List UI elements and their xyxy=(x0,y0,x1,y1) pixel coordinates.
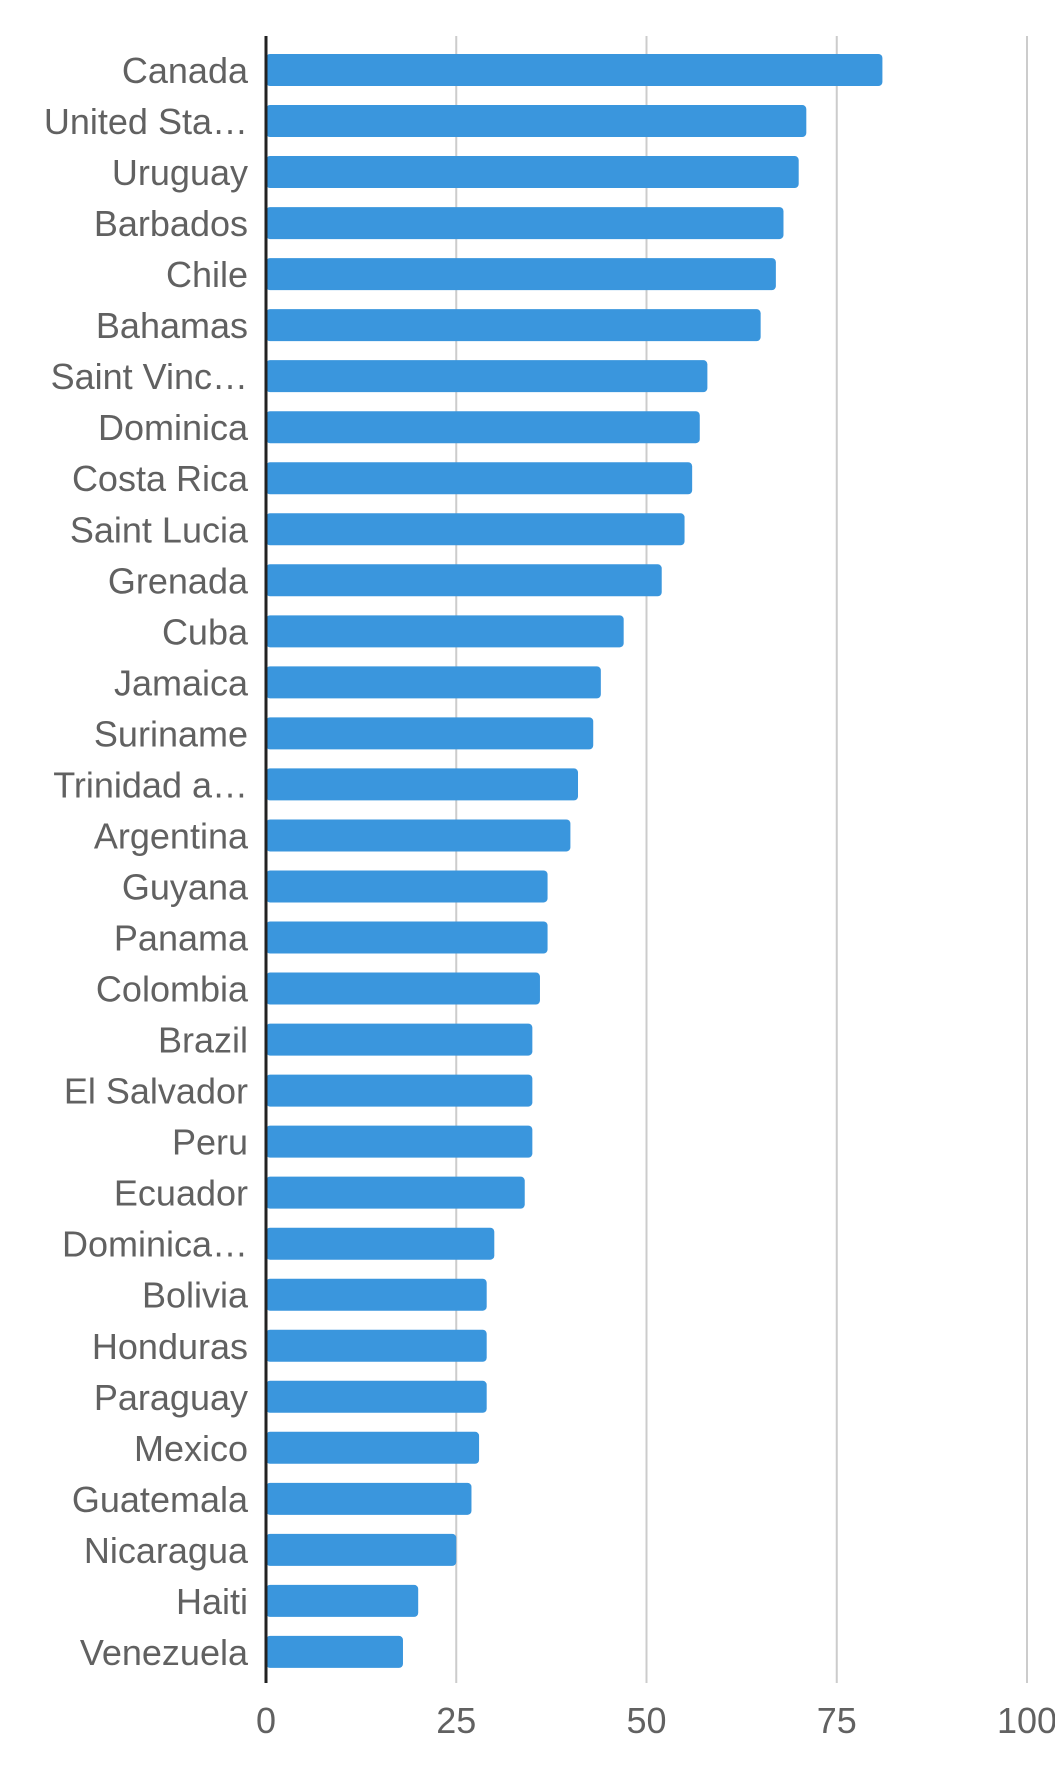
bar xyxy=(266,1227,495,1260)
x-axis-ticks: 0 25 50 75 100 xyxy=(256,1700,1055,1741)
category-label: Brazil xyxy=(158,1020,248,1061)
category-label: Cuba xyxy=(162,611,249,652)
bar xyxy=(266,1176,525,1209)
x-tick-label: 50 xyxy=(626,1700,666,1741)
category-labels: Canada United Sta… Uruguay Barbados Chile Bah… xyxy=(44,50,249,1673)
bar xyxy=(266,360,708,393)
category-label: Canada xyxy=(122,50,249,91)
bar xyxy=(266,105,807,138)
bar xyxy=(266,666,601,699)
bar xyxy=(266,870,548,903)
bar xyxy=(266,309,761,342)
x-tick-label: 100 xyxy=(997,1700,1055,1741)
category-label: Paraguay xyxy=(94,1377,248,1418)
bar xyxy=(266,1380,487,1413)
bar xyxy=(266,819,571,852)
category-label: Guyana xyxy=(122,866,249,907)
category-label: Costa Rica xyxy=(72,458,249,499)
bar xyxy=(266,411,700,444)
category-label: Grenada xyxy=(108,560,249,601)
bar xyxy=(266,1584,419,1617)
bar xyxy=(266,768,579,801)
bar xyxy=(266,462,693,495)
bar xyxy=(266,258,776,291)
category-label: Saint Vinc… xyxy=(51,356,248,397)
bar xyxy=(266,615,624,648)
category-label: Panama xyxy=(114,918,249,959)
category-label: Suriname xyxy=(94,713,248,754)
x-tick-label: 25 xyxy=(436,1700,476,1741)
bar xyxy=(266,54,883,86)
category-label: Argentina xyxy=(94,815,249,856)
category-label: El Salvador xyxy=(64,1071,248,1112)
category-label: Mexico xyxy=(134,1428,248,1469)
x-tick-label: 0 xyxy=(256,1700,276,1741)
bar xyxy=(266,921,548,954)
category-label: Jamaica xyxy=(114,662,249,703)
bar xyxy=(266,207,784,240)
bar xyxy=(266,1278,487,1311)
category-label: Dominica… xyxy=(62,1224,248,1265)
bar xyxy=(266,1533,457,1566)
bar xyxy=(266,1635,403,1668)
category-label: Bahamas xyxy=(96,305,248,346)
bar xyxy=(266,1431,480,1464)
category-label: Dominica xyxy=(98,407,249,448)
category-label: Nicaragua xyxy=(84,1530,249,1571)
category-label: Colombia xyxy=(96,969,249,1010)
bar xyxy=(266,717,594,750)
bars xyxy=(266,54,883,1668)
category-label: United Sta… xyxy=(44,101,248,142)
category-label: Trinidad a… xyxy=(53,764,248,805)
category-label: Uruguay xyxy=(112,152,248,193)
bar xyxy=(266,564,662,597)
bar xyxy=(266,1482,472,1515)
category-label: Ecuador xyxy=(114,1173,248,1214)
bar xyxy=(266,156,799,189)
bar xyxy=(266,1125,533,1158)
category-label: Honduras xyxy=(92,1326,248,1367)
category-label: Venezuela xyxy=(80,1632,249,1673)
category-label: Bolivia xyxy=(142,1275,249,1316)
category-label: Guatemala xyxy=(72,1479,249,1520)
category-label: Chile xyxy=(166,254,248,295)
category-label: Saint Lucia xyxy=(70,509,249,550)
category-label: Peru xyxy=(172,1122,248,1163)
bar xyxy=(266,1329,487,1362)
category-label: Barbados xyxy=(94,203,248,244)
bar xyxy=(266,972,540,1005)
bar xyxy=(266,1023,533,1056)
bar xyxy=(266,1074,533,1107)
x-tick-label: 75 xyxy=(817,1700,857,1741)
bar xyxy=(266,513,685,546)
category-label: Haiti xyxy=(176,1581,248,1622)
